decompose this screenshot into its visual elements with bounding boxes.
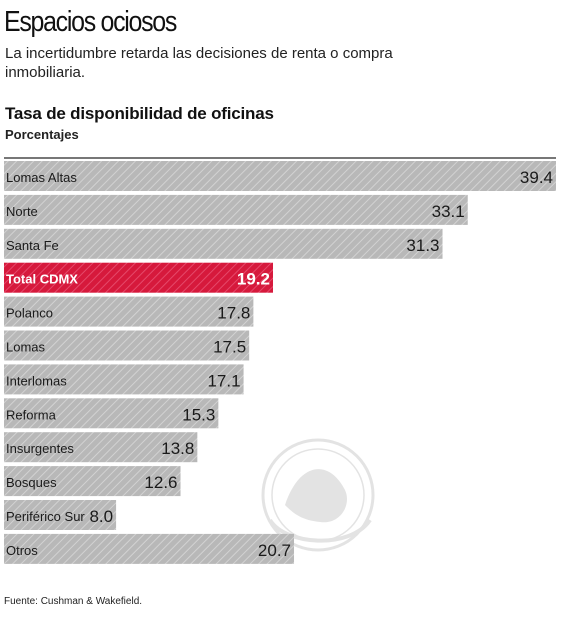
bar-interlomas: [4, 364, 244, 395]
chart-unit-label: Porcentajes: [5, 127, 79, 142]
bar-polanco: [4, 296, 254, 327]
value-label: 31.3: [406, 236, 439, 255]
category-label: Bosques: [6, 475, 57, 490]
value-label: 17.1: [207, 371, 240, 390]
bar-total-cdmx: [4, 262, 273, 293]
bar-lomas: [4, 330, 250, 361]
category-label: Reforma: [6, 407, 57, 422]
category-label: Santa Fe: [6, 238, 59, 253]
category-label: Lomas Altas: [6, 170, 77, 185]
category-label: Otros: [6, 543, 38, 558]
eagle-seal-watermark: [261, 438, 375, 552]
bar-otros: [4, 533, 295, 564]
value-label: 17.8: [217, 304, 250, 323]
source-note: Fuente: Cushman & Wakefield.: [4, 596, 143, 607]
bar-bosques: [4, 466, 181, 497]
value-label: 33.1: [432, 202, 465, 221]
title-divider: [4, 157, 556, 159]
category-label: Periférico Sur: [6, 509, 85, 524]
value-label: 12.6: [144, 473, 177, 492]
category-label: Interlomas: [6, 373, 67, 388]
subheadline: La incertidumbre retarda las decisiones …: [5, 45, 393, 81]
headline: Espacios ociosos: [4, 6, 177, 38]
value-label: 8.0: [89, 507, 113, 526]
bar-insurgentes: [4, 432, 198, 463]
bar-santa-fe: [4, 228, 443, 259]
bar-reforma: [4, 398, 219, 429]
value-label: 20.7: [258, 541, 291, 560]
bar-periferico-sur: [4, 500, 117, 530]
bar-norte: [4, 194, 468, 225]
chart-title: Tasa de disponibilidad de oficinas: [5, 104, 274, 123]
category-label: Norte: [6, 204, 38, 219]
bar-lomas-altas: [4, 161, 556, 191]
category-label: Insurgentes: [6, 441, 74, 456]
category-label: Lomas: [6, 340, 46, 355]
value-label: 19.2: [237, 270, 270, 289]
category-label: Total CDMX: [6, 272, 78, 287]
bar-chart: Lomas Altas 39.4 Norte 33.1 Santa Fe 31.3 Tota…: [4, 161, 556, 564]
value-label: 17.5: [213, 338, 246, 357]
value-label: 13.8: [161, 439, 194, 458]
value-label: 15.3: [182, 405, 215, 424]
category-label: Polanco: [6, 306, 53, 321]
value-label: 39.4: [520, 168, 553, 187]
